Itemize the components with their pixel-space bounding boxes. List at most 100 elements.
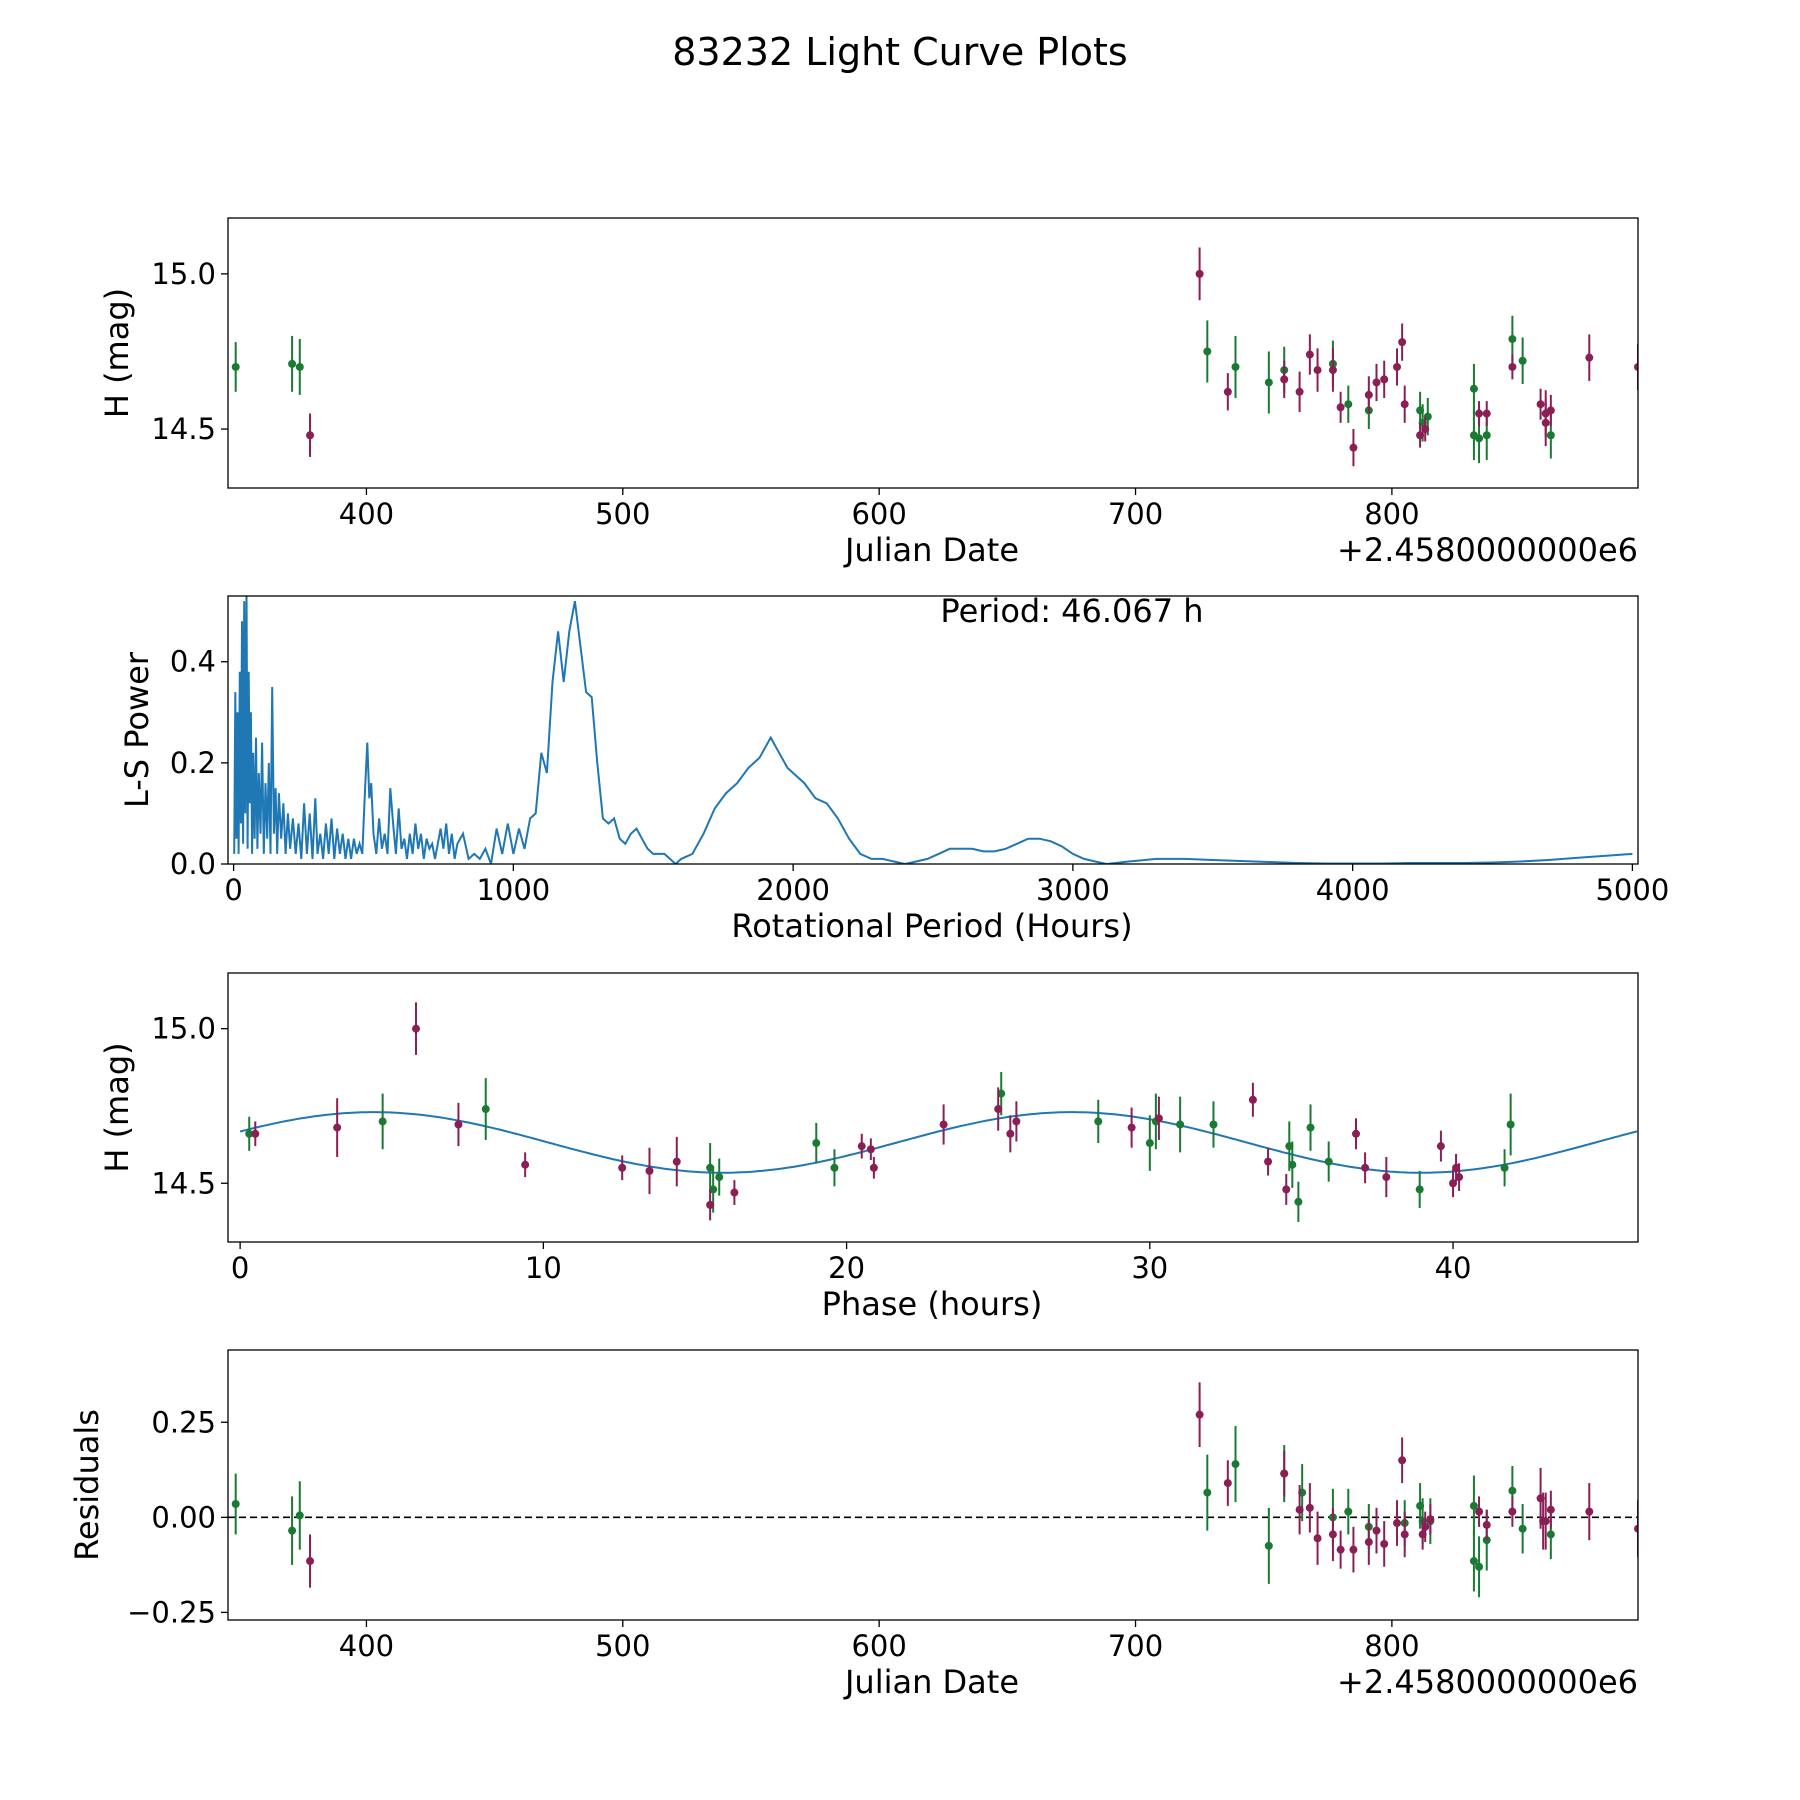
data-point-magenta bbox=[1452, 1163, 1461, 1172]
data-point-magenta bbox=[1127, 1123, 1136, 1132]
data-point-magenta bbox=[1313, 366, 1322, 375]
data-point-magenta bbox=[1336, 1545, 1345, 1554]
data-point-magenta bbox=[994, 1105, 1003, 1114]
data-point-green bbox=[1508, 1486, 1517, 1495]
data-point-magenta bbox=[1475, 1507, 1484, 1516]
panel-ls: 0 1000 2000 3000 4000 5000 0.0 0.2 0.4 Rotational… bbox=[118, 592, 1669, 945]
data-point-green bbox=[830, 1163, 839, 1172]
data-point-green bbox=[1415, 1185, 1424, 1194]
data-point-green bbox=[1469, 1557, 1478, 1566]
data-point-green bbox=[706, 1163, 715, 1172]
data-point-magenta bbox=[1313, 1534, 1322, 1543]
data-point-magenta bbox=[1546, 406, 1555, 415]
data-point-magenta bbox=[1295, 387, 1304, 396]
data-point-magenta bbox=[1585, 353, 1594, 362]
data-point-green bbox=[1294, 1197, 1303, 1206]
data-point-magenta bbox=[333, 1123, 342, 1132]
x-tick-label: 500 bbox=[595, 1629, 650, 1663]
plot-area-resid bbox=[228, 1382, 1638, 1598]
data-point-magenta bbox=[869, 1163, 878, 1172]
data-point-magenta bbox=[1421, 425, 1430, 434]
data-point-green bbox=[1145, 1139, 1154, 1148]
data-point-magenta bbox=[1349, 1545, 1358, 1554]
y-axis-label: L-S Power bbox=[118, 651, 156, 808]
data-point-green bbox=[1288, 1160, 1297, 1169]
y-tick-label: 0.25 bbox=[151, 1405, 216, 1439]
x-tick-label: 600 bbox=[851, 1629, 906, 1663]
data-point-magenta bbox=[730, 1188, 739, 1197]
data-point-green bbox=[1306, 1123, 1315, 1132]
x-tick-label: 2000 bbox=[756, 873, 830, 907]
data-point-magenta bbox=[306, 431, 315, 440]
data-point-green bbox=[1508, 335, 1517, 344]
axes-frame-phase bbox=[227, 972, 1639, 1243]
data-point-green bbox=[1469, 1501, 1478, 1510]
x-tick-label: 10 bbox=[525, 1251, 562, 1285]
data-point-magenta bbox=[306, 1557, 315, 1566]
x-tick-label: 500 bbox=[595, 497, 650, 531]
x-tick-label: 30 bbox=[1131, 1251, 1168, 1285]
y-tick-label: 14.5 bbox=[151, 412, 216, 446]
data-point-magenta bbox=[1421, 1522, 1430, 1531]
data-point-green bbox=[1203, 347, 1212, 356]
data-point-green bbox=[1209, 1120, 1218, 1129]
data-point-magenta bbox=[1248, 1095, 1257, 1104]
panel-lc: 400 500 600 700 800 14.5 15.0 Julian Date H (mag… bbox=[98, 217, 1639, 569]
data-point-magenta bbox=[1536, 400, 1545, 409]
y-tick-label: 0.0 bbox=[170, 847, 216, 881]
data-point-magenta bbox=[1541, 1517, 1550, 1526]
period-annotation: Period: 46.067 h bbox=[940, 592, 1203, 630]
data-point-magenta bbox=[1352, 1129, 1360, 1138]
x-tick-label: 700 bbox=[1108, 1629, 1163, 1663]
axes-frame-resid bbox=[227, 1349, 1639, 1621]
data-point-green bbox=[1475, 434, 1484, 443]
data-point-green bbox=[1469, 384, 1478, 393]
data-point-magenta bbox=[1380, 375, 1389, 384]
data-point-magenta bbox=[1328, 1530, 1337, 1539]
x-tick-label: 3000 bbox=[1036, 873, 1110, 907]
x-tick-label: 700 bbox=[1108, 497, 1163, 531]
data-point-magenta bbox=[1195, 269, 1204, 278]
y-tick-label: 15.0 bbox=[151, 1012, 216, 1046]
data-point-green bbox=[812, 1139, 821, 1148]
data-point-magenta bbox=[412, 1024, 420, 1033]
data-point-magenta bbox=[1400, 1530, 1409, 1539]
x-tick-label: 0 bbox=[231, 1251, 249, 1285]
data-point-magenta bbox=[1426, 1515, 1435, 1524]
x-tick-label: 800 bbox=[1364, 497, 1419, 531]
data-point-green bbox=[1264, 1541, 1273, 1550]
data-point-green bbox=[1176, 1120, 1185, 1129]
y-tick-label: 15.0 bbox=[151, 257, 216, 291]
data-point-green bbox=[1475, 1562, 1484, 1571]
x-axis-label: Rotational Period (Hours) bbox=[731, 907, 1132, 945]
data-point-green bbox=[1344, 1507, 1353, 1516]
data-point-magenta bbox=[1305, 1503, 1314, 1512]
y-axis-label: H (mag) bbox=[98, 288, 136, 418]
data-point-green bbox=[1264, 378, 1273, 387]
data-point-green bbox=[245, 1129, 254, 1138]
data-point-magenta bbox=[1282, 1185, 1291, 1194]
data-point-green bbox=[1546, 431, 1555, 440]
x-offset-label: +2.4580000000e6 bbox=[1337, 1663, 1638, 1701]
data-point-green bbox=[1231, 362, 1240, 371]
plot-area-ls bbox=[233, 596, 1633, 864]
panel-phase: 0 10 20 30 40 14.5 15.0 Phase (hours) H (mag) bbox=[98, 972, 1639, 1323]
y-axis-label: Residuals bbox=[68, 1409, 106, 1561]
data-point-magenta bbox=[1398, 1456, 1407, 1465]
data-point-magenta bbox=[1634, 362, 1638, 371]
y-tick-label: 0.4 bbox=[170, 645, 216, 679]
figure-title: 83232 Light Curve Plots bbox=[672, 30, 1127, 74]
x-tick-label: 5000 bbox=[1595, 873, 1669, 907]
data-point-magenta bbox=[1393, 362, 1402, 371]
data-point-magenta bbox=[1482, 409, 1491, 418]
y-tick-label: 14.5 bbox=[151, 1166, 216, 1200]
data-point-magenta bbox=[1264, 1157, 1273, 1166]
data-point-magenta bbox=[1449, 1179, 1458, 1188]
data-point-green bbox=[231, 1500, 240, 1509]
data-point-magenta bbox=[1361, 1163, 1370, 1172]
plot-area-lc bbox=[231, 247, 1638, 467]
data-point-magenta bbox=[1295, 1505, 1304, 1514]
data-point-green bbox=[1518, 1524, 1527, 1533]
x-axis-label: Phase (hours) bbox=[822, 1285, 1043, 1323]
data-point-magenta bbox=[1400, 400, 1409, 409]
